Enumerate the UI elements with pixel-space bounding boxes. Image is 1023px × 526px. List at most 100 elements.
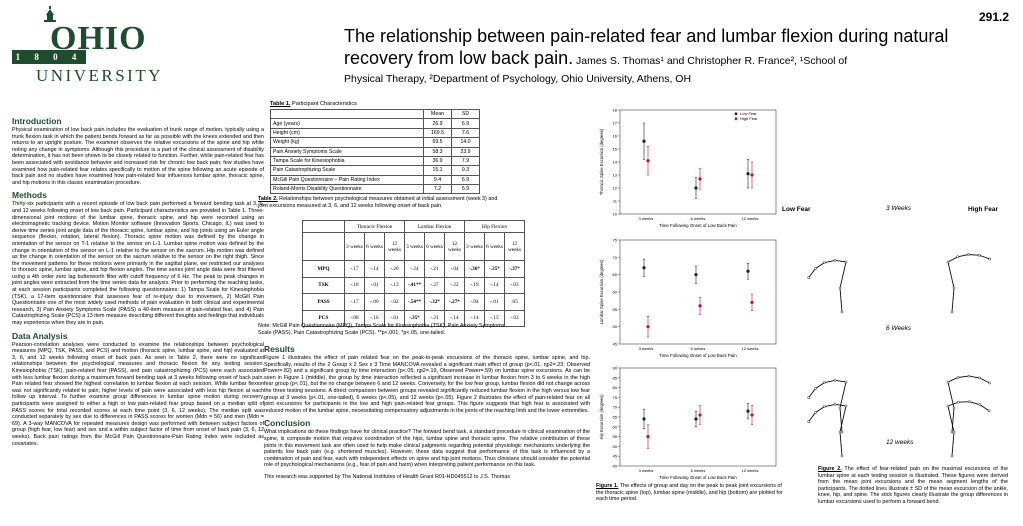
methods-heading: Methods <box>12 190 47 201</box>
affiliation: Physical Therapy, ²Department of Psychol… <box>344 73 692 85</box>
x-tick-label: 3 weeks <box>639 468 654 473</box>
data-analysis-text: Pearson-correlation analyses were conduc… <box>12 341 264 447</box>
y-tick-label: 85 <box>613 375 618 380</box>
table1-cell: Tampa Scale for Kinesiophobia <box>270 155 424 167</box>
table1-cell: Pain Anxiety Symptoms Scale <box>270 146 424 157</box>
table1-cell: 169.5 <box>423 127 452 139</box>
table1-cell: 5.9 <box>451 183 480 195</box>
joint-marker <box>987 409 991 413</box>
joint-marker <box>950 454 954 458</box>
table2-cell: -.24 <box>404 260 425 278</box>
table2-row-label: TSK <box>302 276 345 294</box>
joint-marker <box>838 406 842 410</box>
y-tick-label: 40 <box>613 464 618 469</box>
figure2-caption: Figure 2. The effect of fear-related pai… <box>818 466 1008 506</box>
table2-cell: -.41** <box>404 276 425 294</box>
table2-cell: -.22 <box>444 276 465 294</box>
table1-cell: 23.9 <box>451 146 480 157</box>
y-tick-label: 80 <box>613 385 618 390</box>
table1-cell: 9.4 <box>423 174 452 186</box>
joint-marker <box>823 405 826 409</box>
table2-cell: -.00 <box>364 293 385 311</box>
y-tick-label: 13 <box>613 173 618 178</box>
table1-caption: Table 1. Participant Characteristics <box>270 101 357 107</box>
table1-row: Weight (kg) 69.5 14.0 <box>270 137 480 148</box>
data-point <box>698 177 702 181</box>
legend-label: High Fear <box>740 116 758 121</box>
y-tick-label: 12 <box>613 186 618 191</box>
table1-row: Roland-Morris Disability Questionnaire 7.… <box>270 183 480 195</box>
table1-head-cell <box>270 108 424 120</box>
data-point <box>750 173 754 177</box>
y-tick-label: 60 <box>613 424 618 429</box>
joint-marker <box>833 378 837 382</box>
x-tick-label: 6 weeks <box>691 346 706 351</box>
table2-cell: -.17 <box>344 260 365 278</box>
x-axis-label: Time Following Onset of Low Back Pain <box>659 475 737 480</box>
joint-marker <box>833 258 837 262</box>
data-point <box>694 273 698 277</box>
joint-marker <box>952 286 956 290</box>
figure2-label: Figure 2. <box>818 466 842 472</box>
table1-row: Tampa Scale for Kinesiophobia 36.9 7.9 <box>270 155 480 167</box>
table1-head-cell: Mean <box>423 108 452 120</box>
data-point <box>642 266 646 270</box>
y-tick-label: 55 <box>613 307 618 312</box>
y-tick-label: 60 <box>613 290 618 295</box>
table2-cell: -.13 <box>384 276 405 294</box>
figure1-label: Figure 1. <box>596 483 619 489</box>
data-point <box>646 435 650 439</box>
y-tick-label: 75 <box>613 238 618 243</box>
y-tick-label: 18 <box>613 108 618 113</box>
chart-thoracic: 10 11 12 13 14 15 16 17 18 3 weeks 6 weeks 12 weeks… <box>596 104 784 232</box>
data-point <box>698 304 702 308</box>
table2-cell: -.35* <box>484 260 505 278</box>
joint-marker <box>946 380 950 384</box>
title-block: The relationship between pain-related fe… <box>344 26 994 87</box>
table2-cell: -.21 <box>424 260 445 278</box>
middle-column: Results Figure 1 illustrates the effect … <box>264 340 590 481</box>
data-point <box>694 186 698 190</box>
table2-group: Thoracic Flexion <box>344 220 405 233</box>
logo-university: UNIVERSITY <box>36 66 163 85</box>
table1-cell: 6.9 <box>451 174 480 186</box>
cupola-icon <box>44 6 56 22</box>
data-point <box>646 325 650 329</box>
plot-frame <box>619 367 777 467</box>
data-point <box>746 269 750 273</box>
joint-marker <box>967 374 971 378</box>
joint-marker <box>813 411 817 415</box>
joint-marker <box>950 310 954 314</box>
table2-week-header: 12 weeks <box>444 232 465 261</box>
legend-label: Low Fear <box>740 111 757 116</box>
figure2-label-6w: 6 Weeks <box>886 325 912 332</box>
table2-group: Hip Flexion <box>464 220 525 233</box>
joint-marker <box>813 387 817 391</box>
y-tick-label: 14 <box>613 160 618 165</box>
joint-marker <box>988 257 992 261</box>
x-tick-label: 3 weeks <box>639 346 654 351</box>
y-tick-label: 50 <box>613 444 618 449</box>
table1-cell: 26.9 <box>423 118 452 129</box>
stick-figure-drawing <box>807 253 992 458</box>
results-heading: Results <box>264 344 295 354</box>
table1-cell: 7.2 <box>423 183 452 195</box>
table1-row: McGill Pain Questionnaire – Pain Rating … <box>270 174 480 186</box>
joint-marker <box>813 267 817 271</box>
x-tick-label: 6 weeks <box>691 468 706 473</box>
x-tick-label: 12 weeks <box>742 346 759 351</box>
joint-marker <box>967 400 971 404</box>
table1-cell: 58.3 <box>423 146 452 157</box>
table2-week-header: 3 weeks <box>464 232 485 261</box>
left-column: Introduction Physical examination of low… <box>12 112 264 447</box>
x-tick-label: 12 weeks <box>742 468 759 473</box>
x-tick-label: 3 weeks <box>639 216 654 221</box>
y-axis-label: Hip Excursion (degrees) <box>599 394 604 440</box>
data-analysis-heading: Data Analysis <box>12 330 68 341</box>
table2-cell: -.04 <box>444 260 465 278</box>
x-tick-label: 6 weeks <box>691 216 706 221</box>
table2-label: Table 2. <box>258 196 278 202</box>
table2-week-header: 3 weeks <box>344 232 365 261</box>
legend-marker <box>734 117 738 121</box>
y-tick-label: 70 <box>613 255 618 260</box>
